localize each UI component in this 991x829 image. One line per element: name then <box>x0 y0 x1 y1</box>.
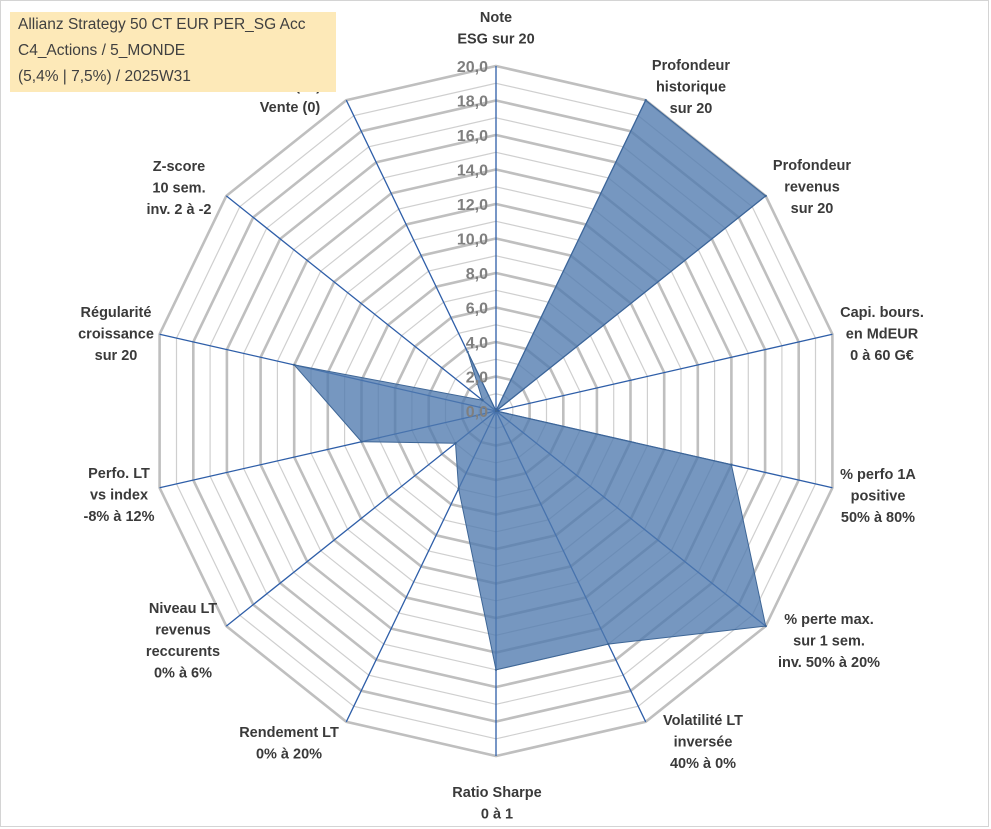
series-point <box>644 99 647 102</box>
axis-label-line: croissance <box>78 327 154 343</box>
axis-label-4: % perfo 1A positive 50% à 80% <box>840 467 916 526</box>
chart-title-box: Allianz Strategy 50 CT EUR PER_SG Acc C4… <box>10 12 336 92</box>
axis-label-line: reccurents <box>146 644 220 660</box>
axis-label-line: 0 à 1 <box>481 807 513 823</box>
axis-label-9: Niveau LT revenus reccurents 0% à 6% <box>146 601 220 682</box>
axis-label-12: Z-score 10 sem. inv. 2 à -2 <box>146 159 211 218</box>
chart-title-line-3: (5,4% | 7,5%) / 2025W31 <box>18 68 191 85</box>
axis-label-1: Profondeur historique sur 20 <box>652 58 730 117</box>
axis-label-2: Profondeur revenus sur 20 <box>773 158 851 217</box>
radial-tick-labels: 0,0 2,0 4,0 6,0 8,0 10,0 12,0 14,0 16,0 18,0 20,0 <box>457 59 488 421</box>
axis-label-line: Perfo. LT <box>88 466 150 482</box>
tick-label: 4,0 <box>466 335 488 352</box>
axis-label-line: ESG sur 20 <box>457 32 534 48</box>
radial-axis-line <box>225 195 497 412</box>
series-point <box>607 642 610 646</box>
axis-label-line: sur 20 <box>95 348 138 364</box>
tick-label: 0,0 <box>466 404 488 421</box>
axis-label-8: Rendement LT 0% à 20% <box>239 725 339 763</box>
axis-label-line: sur 1 sem. <box>793 634 865 650</box>
tick-label: 16,0 <box>457 128 488 145</box>
radial-axis-line <box>225 410 497 627</box>
series-point <box>466 350 469 354</box>
series-point <box>457 487 460 490</box>
axis-label-line: historique <box>656 80 726 96</box>
axis-label-line: inversée <box>674 735 733 751</box>
series-point <box>454 442 457 445</box>
tick-label: 12,0 <box>457 197 488 214</box>
axis-label-line: en MdEUR <box>846 327 919 343</box>
axis-label-line: 0 à 60 G€ <box>850 348 914 364</box>
axis-label-line: revenus <box>784 180 840 196</box>
axis-label-10: Perfo. LT vs index -8% à 12% <box>84 466 155 525</box>
axis-label-0: Note ESG sur 20 <box>457 10 534 48</box>
axis-label-line: revenus <box>155 623 211 639</box>
series-area <box>292 99 767 671</box>
axis-label-line: sur 20 <box>791 201 834 217</box>
series-point <box>764 624 767 628</box>
axis-label-line: vs index <box>90 488 148 504</box>
axis-label-line: Profondeur <box>652 58 730 74</box>
axis-label-line: Vente (0) <box>260 100 321 116</box>
axis-label-7: Ratio Sharpe 0 à 1 <box>452 785 541 823</box>
axis-label-line: 0% à 6% <box>154 666 212 682</box>
axis-label-line: 40% à 0% <box>670 756 736 772</box>
chart-title-line-1: Allianz Strategy 50 CT EUR PER_SG Acc <box>18 16 306 33</box>
series-point <box>764 194 767 198</box>
axis-label-line: Profondeur <box>773 158 851 174</box>
radial-axis-line <box>495 333 833 412</box>
axis-label-line: inv. 50% à 20% <box>778 655 880 671</box>
chart-title-line-2: C4_Actions / 5_MONDE <box>18 42 186 59</box>
series-point <box>481 399 484 402</box>
axis-label-line: % perte max. <box>784 612 873 628</box>
axis-label-line: Note <box>480 10 512 26</box>
axis-label-3: Capi. bours. en MdEUR 0 à 60 G€ <box>840 305 924 364</box>
axis-label-line: -8% à 12% <box>84 509 155 525</box>
axis-label-line: Ratio Sharpe <box>452 785 541 801</box>
axis-label-line: Niveau LT <box>149 601 217 617</box>
axis-label-line: positive <box>851 489 906 505</box>
axis-label-line: Z-score <box>153 159 205 175</box>
axis-label-line: 50% à 80% <box>841 510 915 526</box>
tick-label: 6,0 <box>466 301 488 318</box>
axis-label-line: sur 20 <box>670 101 713 117</box>
tick-label: 2,0 <box>466 370 488 387</box>
tick-label: 10,0 <box>457 232 488 249</box>
series-point <box>360 440 363 443</box>
axis-label-line: 0% à 20% <box>256 747 322 763</box>
axis-label-11: Régularité croissance sur 20 <box>78 305 154 364</box>
axis-label-line: 10 sem. <box>152 181 205 197</box>
tick-label: 14,0 <box>457 163 488 180</box>
series-point <box>494 409 498 413</box>
tick-label: 18,0 <box>457 94 488 111</box>
axis-label-6: Volatilité LT inversée 40% à 0% <box>663 713 743 772</box>
series-point <box>293 363 296 367</box>
axis-label-line: inv. 2 à -2 <box>146 202 211 218</box>
radar-series <box>292 99 767 671</box>
axis-label-line: Volatilité LT <box>663 713 743 729</box>
series-point <box>494 668 498 671</box>
tick-label: 20,0 <box>457 59 488 76</box>
tick-label: 8,0 <box>466 266 488 283</box>
axis-label-line: Capi. bours. <box>840 305 924 321</box>
axis-label-5: % perte max. sur 1 sem. inv. 50% à 20% <box>778 612 880 671</box>
axis-label-line: Rendement LT <box>239 725 339 741</box>
series-point <box>730 463 733 466</box>
axis-label-line: Régularité <box>81 305 152 321</box>
axis-label-line: % perfo 1A <box>840 467 916 483</box>
